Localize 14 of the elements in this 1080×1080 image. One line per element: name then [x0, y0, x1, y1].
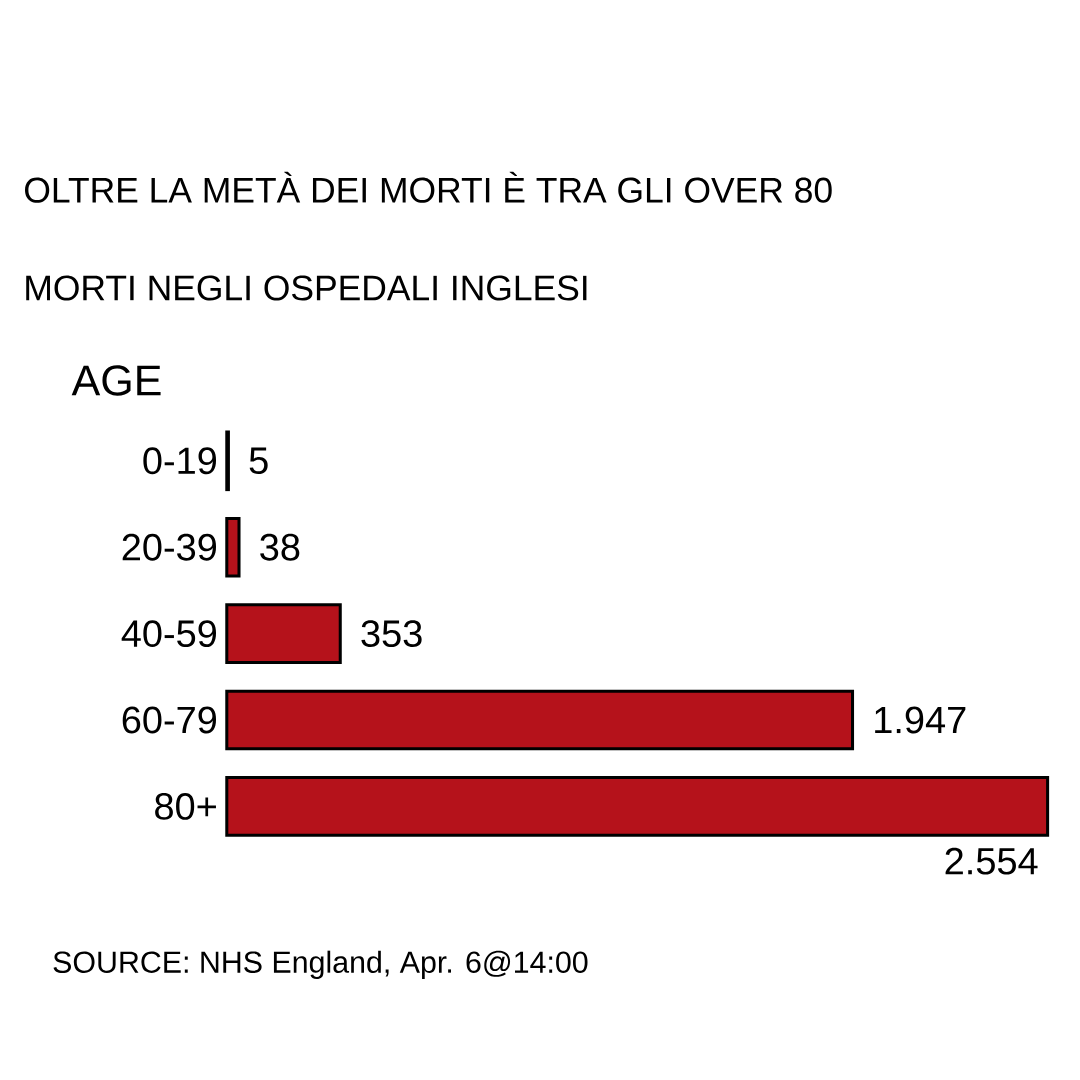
- y-axis-title: AGE: [71, 365, 161, 396]
- source-note: SOURCE: NHS England, Apr. 6@14:00: [53, 950, 588, 979]
- y-tick-label: 60-79: [122, 706, 217, 734]
- y-tick-label: 80+: [155, 792, 216, 820]
- chart-title: OLTRE LA METÀ DEI MORTI È TRA GLI OVER 80: [25, 171, 832, 203]
- data-label: 353: [361, 620, 422, 648]
- chart-subtitle: MORTI NEGLI OSPEDALI INGLESI: [26, 275, 587, 301]
- data-label: 38: [260, 533, 300, 561]
- data-label: 5: [249, 447, 268, 475]
- data-label: 1.947: [875, 706, 966, 734]
- y-tick-label: 0-19: [143, 447, 217, 475]
- data-label: 2.554: [945, 847, 1038, 875]
- y-tick-label: 20-39: [122, 533, 217, 561]
- y-tick-label: 40-59: [121, 620, 217, 648]
